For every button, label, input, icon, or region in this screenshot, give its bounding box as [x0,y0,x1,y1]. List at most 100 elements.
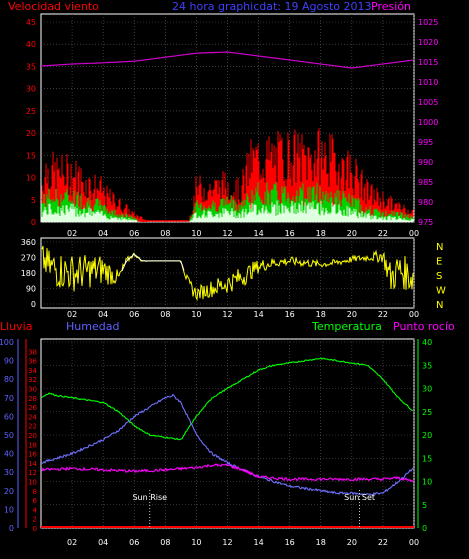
compass-label: S [436,271,442,282]
humidity-tick-label: 4 [33,506,38,514]
x-tick-label: 08 [160,538,170,547]
y-right-tick-label: 980 [418,198,433,207]
humidity-tick-label: 10 [28,479,37,487]
y-right-tick-label: 990 [418,158,433,167]
rain-tick-label: 0 [9,524,14,533]
humidity-tick-label: 20 [28,432,37,440]
temperature-label: Temperatura [311,320,382,333]
compass-label: N [436,242,443,253]
x-tick-label: 12 [222,229,232,238]
x-tick-label: 10 [191,229,201,238]
x-tick-label: 10 [191,538,201,547]
x-tick-label: 08 [160,229,170,238]
x-tick-label: 00 [409,229,419,238]
humidity-tick-label: 16 [28,451,37,459]
compass-label: E [436,257,442,268]
y-left-tick-label: 15 [26,151,36,160]
wind-speed-label: Velocidad viento [8,0,99,13]
y-right-tick-label: 995 [418,138,433,147]
temp-tick-label: 30 [422,385,432,394]
x-tick-label: 14 [253,229,263,238]
humidity-tick-label: 26 [28,404,37,412]
rain-tick-label: 80 [4,375,14,384]
x-tick-label: 02 [67,310,77,319]
x-tick-label: 18 [316,310,326,319]
wind-direction-line [41,245,414,302]
x-tick-label: 22 [378,310,388,319]
temp-tick-label: 40 [422,338,432,347]
humidity-tick-label: 12 [28,469,37,477]
x-tick-label: 12 [222,310,232,319]
x-tick-label: 02 [67,538,77,547]
x-tick-label: 10 [191,310,201,319]
compass-label: N [436,300,443,311]
humidity-tick-label: 34 [28,367,37,375]
y-left-tick-label: 25 [26,107,36,116]
temp-tick-label: 10 [422,478,432,487]
x-tick-label: 04 [98,310,108,319]
y-left-tick-label: 360 [21,238,36,247]
y-left-tick-label: 5 [31,196,36,205]
rain-tick-label: 10 [4,505,14,514]
x-tick-label: 06 [129,310,139,319]
x-tick-label: 00 [409,538,419,547]
y-right-tick-label: 1015 [418,58,438,67]
rain-tick-label: 60 [4,412,14,421]
y-right-tick-label: 1010 [418,78,438,87]
y-right-tick-label: 1020 [418,38,438,47]
y-left-tick-label: 35 [26,62,36,71]
y-left-tick-label: 40 [26,40,36,49]
temp-tick-label: 20 [422,431,432,440]
x-tick-label: 06 [129,538,139,547]
x-tick-label: 16 [285,310,295,319]
sun-marker-label: Sun Set [344,493,375,502]
humidity-tick-label: 30 [28,386,37,394]
x-tick-label: 20 [347,229,357,238]
y-left-tick-label: 30 [26,85,36,94]
x-tick-label: 20 [347,538,357,547]
x-tick-label: 04 [98,538,108,547]
temp-tick-label: 0 [422,524,427,533]
y-left-tick-label: 270 [21,254,36,263]
rain-tick-label: 100 [0,338,14,347]
temperature-line [41,357,414,441]
y-right-tick-label: 985 [418,178,433,187]
humidity-tick-label: 0 [33,525,37,533]
x-tick-label: 18 [316,538,326,547]
y-right-tick-label: 1025 [418,18,438,27]
rain-tick-label: 20 [4,487,14,496]
x-tick-label: 18 [316,229,326,238]
x-tick-label: 06 [129,229,139,238]
humidity-tick-label: 22 [28,423,37,431]
rain-label: Lluvia [0,320,32,333]
humidity-tick-label: 6 [33,497,38,505]
x-tick-label: 22 [378,538,388,547]
chart-title: 24 hora graphicdat: 19 Agosto 2013 [172,0,372,13]
humidity-line [41,393,414,496]
humidity-tick-label: 8 [33,488,37,496]
y-left-tick-label: 90 [26,285,36,294]
y-left-tick-label: 0 [31,300,36,309]
x-tick-label: 02 [67,229,77,238]
temp-tick-label: 15 [422,454,432,463]
rain-tick-label: 50 [4,431,14,440]
temp-tick-label: 35 [422,361,432,370]
humidity-tick-label: 24 [28,413,37,421]
humidity-tick-label: 14 [28,460,37,468]
y-right-tick-label: 975 [418,218,433,227]
temp-tick-label: 25 [422,408,432,417]
y-left-tick-label: 20 [26,129,36,138]
humidity-tick-label: 32 [28,376,37,384]
rain-tick-label: 90 [4,357,14,366]
pressure-line [40,51,414,69]
compass-label: W [436,286,446,297]
rain-tick-label: 30 [4,468,14,477]
x-tick-label: 00 [409,310,419,319]
y-left-tick-label: 180 [21,269,36,278]
humidity-tick-label: 18 [28,441,37,449]
rain-tick-label: 70 [4,394,14,403]
x-tick-label: 20 [347,310,357,319]
humidity-tick-label: 38 [28,348,37,356]
humidity-tick-label: 36 [28,358,37,366]
